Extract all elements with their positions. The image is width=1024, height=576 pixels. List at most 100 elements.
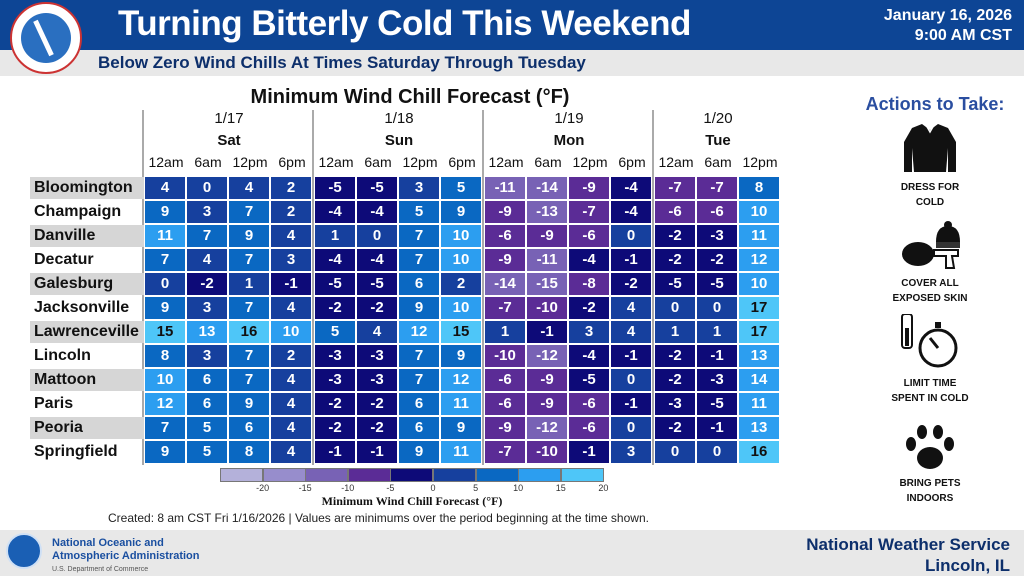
table-cell: -2 — [187, 273, 227, 295]
table-cell: 0 — [697, 297, 737, 319]
table-cell: 11 — [739, 225, 779, 247]
action-cover-skin: COVER ALL EXPOSED SKIN — [870, 218, 990, 306]
colorbar-bin — [347, 468, 391, 482]
issued-datetime: January 16, 2026 9:00 AM CST — [884, 6, 1012, 46]
table-cell: 8 — [229, 441, 269, 463]
jacket-icon — [904, 124, 956, 172]
table-cell: -6 — [655, 201, 695, 223]
table-cell: -2 — [357, 393, 397, 415]
table-cell: 0 — [655, 297, 695, 319]
colorbar-tick: 5 — [473, 483, 479, 493]
table-cell: 10 — [145, 369, 185, 391]
table-cell: -6 — [569, 393, 609, 415]
table-cell: 9 — [399, 297, 439, 319]
table-cell: 8 — [739, 177, 779, 199]
table-cell: 7 — [229, 297, 269, 319]
noaa-line: Atmospheric Administration — [52, 550, 200, 562]
city-label: Lawrenceville — [30, 321, 144, 343]
table-cell: -2 — [655, 369, 695, 391]
office-location: Lincoln, IL — [925, 556, 1010, 575]
time-label: 6pm — [618, 154, 646, 170]
table-title: Minimum Wind Chill Forecast (°F) — [250, 86, 570, 108]
time-label: 6am — [534, 154, 562, 170]
table-cell: -11 — [485, 177, 525, 199]
table-cell: 0 — [357, 225, 397, 247]
table-cell: -4 — [315, 201, 355, 223]
table-cell: -3 — [357, 369, 397, 391]
colorbar-bin — [305, 468, 349, 482]
table-cell: 5 — [187, 441, 227, 463]
table-cell: 4 — [611, 321, 651, 343]
table-cell: -9 — [485, 417, 525, 439]
table-cell: -2 — [357, 297, 397, 319]
table-cell: 1 — [697, 321, 737, 343]
city-label: Mattoon — [30, 369, 144, 391]
action-label: SPENT IN COLD — [891, 393, 969, 404]
table-cell: -4 — [357, 249, 397, 271]
table-cell: 12 — [739, 249, 779, 271]
table-cell: 9 — [145, 441, 185, 463]
colorbar-tick: -5 — [386, 483, 395, 493]
table-cell: -5 — [357, 177, 397, 199]
time-label: 6pm — [278, 154, 306, 170]
colorbar-bin — [475, 468, 519, 482]
office-line: National Weather Service — [806, 535, 1010, 554]
day-separator — [482, 110, 484, 465]
table-cell: 8 — [145, 345, 185, 367]
table-cell: 10 — [441, 225, 481, 247]
subtitle-bar — [0, 50, 1024, 76]
table-cell: 10 — [271, 321, 311, 343]
noaa-logo — [6, 533, 42, 569]
table-cell: 7 — [229, 345, 269, 367]
table-cell: 11 — [739, 393, 779, 415]
table-cell: 9 — [441, 417, 481, 439]
table-cell: 0 — [145, 273, 185, 295]
table-cell: -1 — [357, 441, 397, 463]
table-cell: 9 — [229, 393, 269, 415]
table-cell: 9 — [441, 345, 481, 367]
city-label: Champaign — [34, 203, 122, 220]
table-cell: -12 — [527, 417, 567, 439]
day-date: 1/17 — [214, 110, 244, 127]
table-cell: 7 — [399, 225, 439, 247]
table-cell: 4 — [271, 369, 311, 391]
table-cell: -4 — [611, 201, 651, 223]
time-label: 12am — [318, 154, 354, 170]
table-cell: 9 — [229, 225, 269, 247]
day-separator — [312, 110, 314, 465]
colorbar-tick: 10 — [513, 483, 524, 493]
table-cell: 5 — [187, 417, 227, 439]
table-cell: -1 — [697, 345, 737, 367]
noaa-line: National Oceanic and — [52, 537, 164, 549]
table-cell: -4 — [569, 345, 609, 367]
table-cell: -2 — [655, 345, 695, 367]
day-separator — [652, 110, 654, 465]
table-cell: 4 — [187, 249, 227, 271]
time-label: 6am — [364, 154, 392, 170]
action-label: BRING PETS — [899, 478, 961, 489]
day-name: Mon — [553, 132, 585, 149]
issued-date: January 16, 2026 — [883, 7, 1012, 24]
table-cell: 1 — [315, 225, 355, 247]
table-cell: -6 — [697, 201, 737, 223]
table-cell: 6 — [187, 393, 227, 415]
table-cell: -14 — [485, 273, 525, 295]
action-label: COVER ALL — [901, 278, 959, 289]
colorbar-tick: 20 — [598, 483, 609, 493]
table-cell: 9 — [145, 201, 185, 223]
colorbar-bin — [560, 468, 604, 482]
table-cell: 3 — [569, 321, 609, 343]
colorbar-label: Minimum Wind Chill Forecast (°F) — [321, 494, 503, 508]
table-cell: 5 — [315, 321, 355, 343]
table-cell: 9 — [145, 297, 185, 319]
city-label: Danville — [30, 225, 144, 247]
table-cell: 4 — [611, 297, 651, 319]
table-cell: -2 — [357, 417, 397, 439]
table-cell: 7 — [145, 417, 185, 439]
table-cell: 4 — [357, 321, 397, 343]
table-cell: -8 — [569, 273, 609, 295]
table-cell: 2 — [441, 273, 481, 295]
table-cell: -1 — [611, 393, 651, 415]
colorbar-bin — [262, 468, 306, 482]
table-cell: -5 — [569, 369, 609, 391]
